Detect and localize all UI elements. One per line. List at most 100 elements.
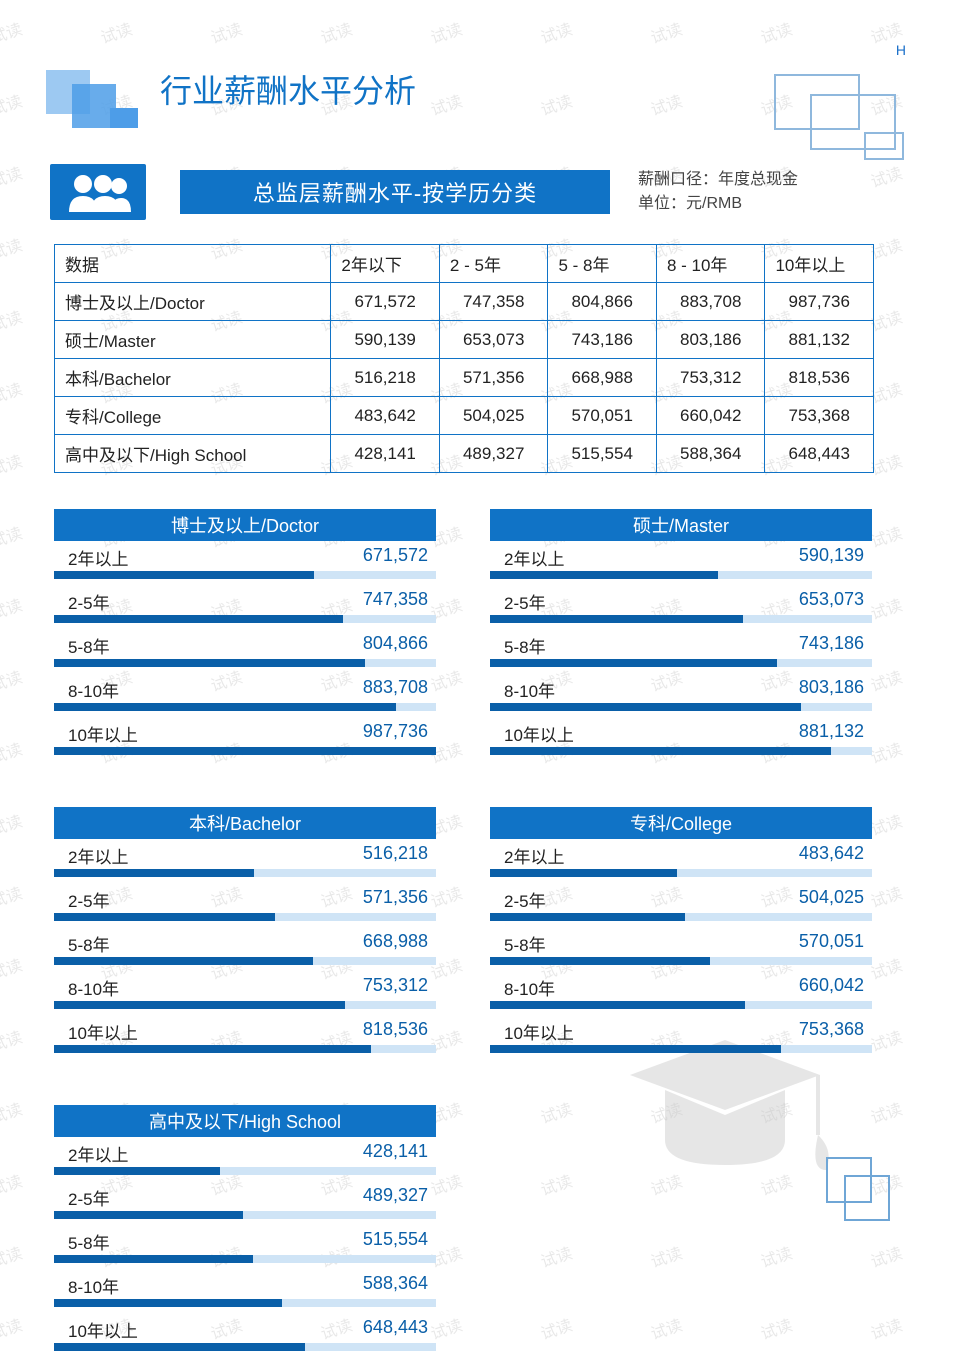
cell: 570,051 <box>548 397 657 435</box>
bar-fill <box>490 659 777 667</box>
page-title: 行业薪酬水平分析 <box>160 66 416 112</box>
cell: 743,186 <box>548 321 657 359</box>
bar-label: 8-10年 <box>68 975 119 1000</box>
cell: 571,356 <box>439 359 548 397</box>
bar-value: 804,866 <box>363 633 428 654</box>
cell: 987,736 <box>765 283 874 321</box>
bar-row: 5-8年515,554 <box>54 1225 436 1269</box>
bar-label: 2-5年 <box>68 589 110 614</box>
bar-fill <box>54 571 314 579</box>
table-row: 硕士/Master590,139653,073743,186803,186881… <box>55 321 874 359</box>
row-label: 硕士/Master <box>55 321 331 359</box>
cell: 818,536 <box>765 359 874 397</box>
bar-value: 515,554 <box>363 1229 428 1250</box>
bar-row: 5-8年 743,186 <box>490 629 872 673</box>
people-icon <box>50 164 146 220</box>
bar-row: 2年以上 428,141 <box>54 1137 436 1181</box>
bar-label: 10年以上 <box>68 1019 138 1044</box>
bar-panel: 博士及以上/Doctor2年以上671,5722-5年747,3585-8年80… <box>54 509 436 761</box>
cell: 671,572 <box>331 283 440 321</box>
cell: 668,988 <box>548 359 657 397</box>
cell: 504,025 <box>439 397 548 435</box>
bar-label: 2年以上 <box>68 1141 128 1166</box>
bar-fill <box>54 1299 282 1307</box>
bar-row: 5-8年668,988 <box>54 927 436 971</box>
page: H 行业薪酬水平分析 总监层薪酬水平-按学历分类 薪酬口径：年度总现金 单位：元… <box>0 0 960 1357</box>
cell: 516,218 <box>331 359 440 397</box>
bar-label: 8-10年 <box>504 677 555 702</box>
bar-value: 753,312 <box>363 975 428 996</box>
bar-fill <box>54 1255 253 1263</box>
table-header-row: 数据 2年以下 2 - 5年 5 - 8年 8 - 10年 10年以上 <box>55 245 874 283</box>
bar-label: 2-5年 <box>504 887 546 912</box>
bar-value: 803,186 <box>799 677 864 698</box>
table-row: 本科/Bachelor516,218571,356668,988753,3128… <box>55 359 874 397</box>
bar-fill <box>54 615 343 623</box>
bar-fill <box>54 1343 305 1351</box>
cell: 883,708 <box>656 283 765 321</box>
salary-table: 数据 2年以下 2 - 5年 5 - 8年 8 - 10年 10年以上 博士及以… <box>54 244 874 473</box>
bar-label: 2年以上 <box>504 843 564 868</box>
bar-fill <box>54 703 396 711</box>
bar-row: 10年以上648,443 <box>54 1313 436 1357</box>
cell: 653,073 <box>439 321 548 359</box>
th-1: 2年以下 <box>331 245 440 283</box>
corner-mark: H <box>896 42 906 58</box>
cell: 648,443 <box>765 435 874 473</box>
bar-row: 8-10年 753,312 <box>54 971 436 1015</box>
bar-fill <box>54 869 254 877</box>
decor-top-left <box>46 70 128 142</box>
bar-label: 8-10年 <box>68 1273 119 1298</box>
bar-fill <box>490 615 743 623</box>
bar-row: 10年以上 818,536 <box>54 1015 436 1059</box>
table-row: 博士及以上/Doctor671,572747,358804,866883,708… <box>55 283 874 321</box>
bar-fill <box>490 869 677 877</box>
bar-value: 818,536 <box>363 1019 428 1040</box>
bar-fill <box>54 913 275 921</box>
bar-value: 660,042 <box>799 975 864 996</box>
row-label: 专科/College <box>55 397 331 435</box>
bar-fill <box>54 957 313 965</box>
row-label: 博士及以上/Doctor <box>55 283 331 321</box>
bar-label: 5-8年 <box>504 633 546 658</box>
bar-row: 2-5年489,327 <box>54 1181 436 1225</box>
cell: 804,866 <box>548 283 657 321</box>
bar-value: 753,368 <box>799 1019 864 1040</box>
bar-row: 10年以上 753,368 <box>490 1015 872 1059</box>
bar-label: 5-8年 <box>504 931 546 956</box>
bar-value: 516,218 <box>363 843 428 864</box>
bar-row: 10年以上881,132 <box>490 717 872 761</box>
bar-row: 8-10年660,042 <box>490 971 872 1015</box>
bar-panel: 本科/Bachelor2年以上516,2182-5年571,3565-8年668… <box>54 807 436 1059</box>
section-header: 总监层薪酬水平-按学历分类 薪酬口径：年度总现金 单位：元/RMB <box>50 164 910 220</box>
meta-line-1: 薪酬口径：年度总现金 <box>638 168 798 192</box>
bar-row: 2-5年653,073 <box>490 585 872 629</box>
bar-value: 987,736 <box>363 721 428 742</box>
bar-row: 8-10年 803,186 <box>490 673 872 717</box>
bar-value: 671,572 <box>363 545 428 566</box>
bar-value: 570,051 <box>799 931 864 952</box>
bar-value: 590,139 <box>799 545 864 566</box>
bar-row: 5-8年 570,051 <box>490 927 872 971</box>
bar-label: 2-5年 <box>68 887 110 912</box>
th-2: 2 - 5年 <box>439 245 548 283</box>
cell: 747,358 <box>439 283 548 321</box>
bar-row: 2年以上 516,218 <box>54 839 436 883</box>
panel-title: 本科/Bachelor <box>54 807 436 839</box>
bar-value: 588,364 <box>363 1273 428 1294</box>
bar-label: 10年以上 <box>504 1019 574 1044</box>
cell: 753,368 <box>765 397 874 435</box>
section-meta: 薪酬口径：年度总现金 单位：元/RMB <box>638 168 798 216</box>
bar-value: 653,073 <box>799 589 864 610</box>
bar-value: 743,186 <box>799 633 864 654</box>
bar-fill <box>490 913 685 921</box>
bar-label: 8-10年 <box>68 677 119 702</box>
section-title: 总监层薪酬水平-按学历分类 <box>180 170 610 214</box>
bar-value: 428,141 <box>363 1141 428 1162</box>
panel-title: 专科/College <box>490 807 872 839</box>
bar-fill <box>54 1045 371 1053</box>
bar-value: 483,642 <box>799 843 864 864</box>
bar-label: 2年以上 <box>68 843 128 868</box>
bar-fill <box>54 1167 220 1175</box>
bar-label: 2年以上 <box>68 545 128 570</box>
